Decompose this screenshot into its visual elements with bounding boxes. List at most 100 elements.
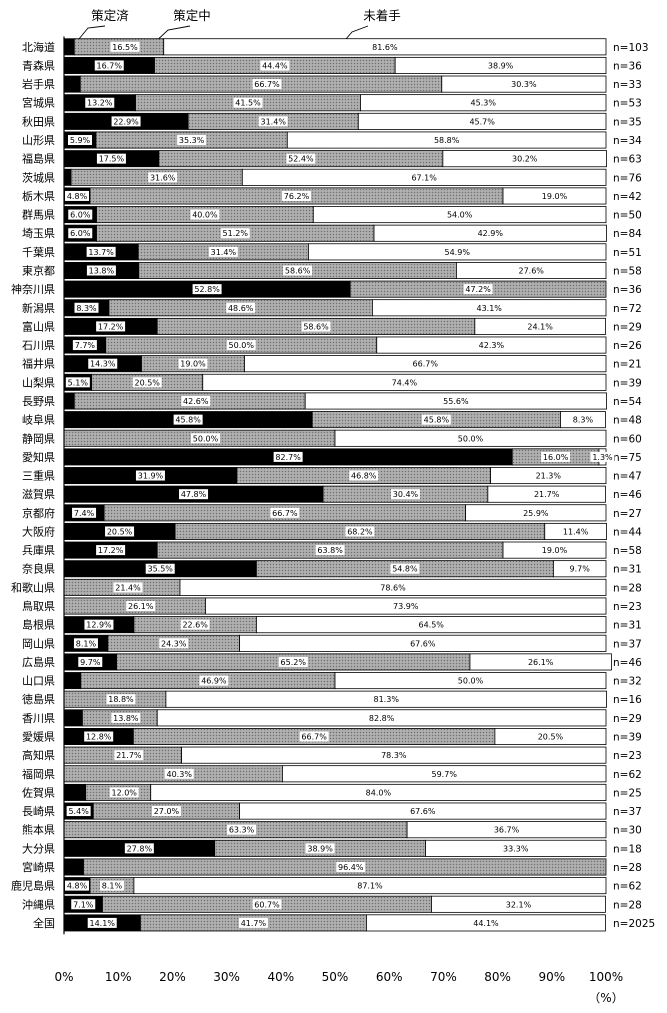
data-label: 67.6% [410,639,436,648]
data-label-bg [126,601,156,612]
data-label-bg [87,917,117,928]
data-label-bg [416,619,446,630]
data-label-bg [445,209,475,220]
data-label: 68.2% [347,527,373,536]
data-label-bg [66,806,91,817]
data-label: 40.3% [167,770,193,779]
data-label-bg [96,545,126,556]
data-label: 51.2% [223,229,249,238]
n-label: n=32 [613,676,642,688]
data-label-bg [190,209,220,220]
data-label-bg [233,97,263,108]
data-label: 27.6% [518,267,544,276]
data-label: 17.2% [98,322,124,331]
data-label-bg [363,787,393,798]
n-label: n=18 [613,843,642,855]
data-label-bg [378,582,408,593]
data-label-bg [590,451,615,462]
data-label: 5.9% [70,136,91,145]
data-label: 21.7% [116,751,142,760]
n-label: n=16 [613,694,642,706]
data-label: 74.4% [392,378,418,387]
data-label: 8.1% [76,639,97,648]
data-label: 19.0% [542,192,568,201]
data-label: 50.0% [458,434,484,443]
n-label: n=58 [613,266,642,278]
data-label-bg [177,135,207,146]
data-label: 50.0% [193,434,219,443]
bar-segment-done [63,858,84,876]
category-label: 全国 [33,916,55,930]
category-label: 兵庫県 [22,543,55,557]
data-label-bg [301,321,331,332]
x-tick-label: 70% [430,970,457,984]
data-label-bg [65,880,90,891]
data-label: 12.9% [86,621,112,630]
data-label-bg [191,433,220,444]
data-label-bg [192,284,222,295]
data-label-bg [521,507,551,518]
data-label: 50.0% [458,677,484,686]
data-label-bg [238,917,268,928]
data-label-bg [151,806,181,817]
data-label: 78.6% [380,583,406,592]
data-label-bg [510,153,540,164]
n-label: n=103 [613,42,649,54]
category-label: 沖縄県 [22,897,55,911]
data-label: 42.6% [183,397,209,406]
data-label: 5.1% [68,378,89,387]
data-label-bg [532,489,562,500]
bar-segment-done [63,168,72,186]
data-label: 66.7% [413,360,439,369]
x-tick-label: 60% [376,970,403,984]
n-label: n=23 [613,601,642,613]
category-label: 福島県 [22,152,55,166]
data-label-bg [503,899,533,910]
data-label: 8.1% [102,882,123,891]
data-label: 45.7% [469,117,495,126]
data-label: 21.7% [534,490,560,499]
data-label: 38.9% [488,61,514,70]
data-label: 17.2% [98,546,124,555]
data-label: 16.5% [112,43,138,52]
n-label: n=28 [613,862,642,874]
data-label-bg [106,694,136,705]
n-label: n=63 [613,154,642,166]
data-label: 22.9% [113,117,139,126]
data-label-bg [258,116,288,127]
x-tick-label: 10% [105,970,132,984]
data-label: 48.6% [228,304,254,313]
data-label-bg [299,731,329,742]
data-label-bg [526,656,556,667]
data-label-bg [456,675,485,686]
category-label: 岩手県 [22,77,55,91]
category-label: 埼玉県 [22,226,55,240]
data-label-bg [441,395,471,406]
data-label-bg [65,377,90,388]
data-label: 1.3% [592,453,613,462]
data-label-bg [516,265,546,276]
data-label-bg [410,358,440,369]
data-label: 65.2% [281,658,307,667]
data-label: 5.4% [68,807,89,816]
data-label-bg [283,265,313,276]
x-tick-label: 80% [484,970,511,984]
n-label: n=36 [613,60,642,72]
data-label: 20.5% [107,527,133,536]
data-label: 45.8% [424,416,450,425]
data-label: 78.3% [381,751,407,760]
data-label: 41.5% [235,99,261,108]
data-label-bg [463,284,493,295]
data-label: 96.4% [338,863,364,872]
data-label: 41.7% [241,919,267,928]
data-label-bg [132,377,162,388]
n-label: n=46 [613,657,642,669]
data-label: 20.5% [538,733,564,742]
data-label: 58.6% [285,267,311,276]
category-label: 愛媛県 [22,730,55,744]
data-label-bg [148,172,178,183]
category-label: 長崎県 [22,804,55,818]
x-tick-label: 0% [54,970,73,984]
n-label: n=44 [613,526,642,538]
bar-segment-done [63,75,81,93]
